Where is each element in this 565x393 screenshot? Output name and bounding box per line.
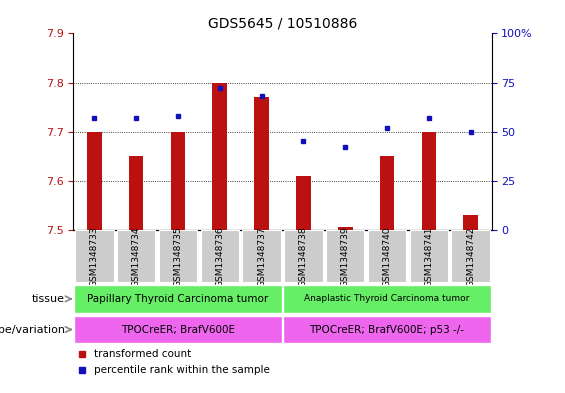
Text: TPOCreER; BrafV600E: TPOCreER; BrafV600E — [121, 325, 235, 334]
Bar — [74, 285, 282, 313]
Bar — [326, 230, 364, 283]
Text: percentile rank within the sample: percentile rank within the sample — [94, 365, 270, 375]
Bar — [296, 176, 311, 230]
Text: GSM1348738: GSM1348738 — [299, 226, 308, 287]
Text: genotype/variation: genotype/variation — [0, 325, 65, 334]
Text: TPOCreER; BrafV600E; p53 -/-: TPOCreER; BrafV600E; p53 -/- — [310, 325, 464, 334]
Bar — [284, 230, 323, 283]
Text: GSM1348736: GSM1348736 — [215, 226, 224, 287]
Bar — [451, 230, 490, 283]
Bar — [171, 132, 185, 230]
Bar — [421, 132, 436, 230]
Bar — [338, 228, 353, 230]
Bar — [254, 97, 269, 230]
Text: Papillary Thyroid Carcinoma tumor: Papillary Thyroid Carcinoma tumor — [88, 294, 268, 304]
Bar — [242, 230, 281, 283]
Bar — [74, 316, 282, 343]
Bar — [159, 230, 197, 283]
Text: GSM1348737: GSM1348737 — [257, 226, 266, 287]
Bar — [368, 230, 406, 283]
Text: GSM1348741: GSM1348741 — [424, 226, 433, 286]
Bar — [380, 156, 394, 230]
Text: GSM1348739: GSM1348739 — [341, 226, 350, 287]
Bar — [212, 83, 227, 230]
Text: GSM1348742: GSM1348742 — [466, 226, 475, 286]
Bar — [129, 156, 144, 230]
Bar — [283, 316, 491, 343]
Bar — [87, 132, 102, 230]
Text: Anaplastic Thyroid Carcinoma tumor: Anaplastic Thyroid Carcinoma tumor — [305, 294, 470, 303]
Bar — [410, 230, 448, 283]
Bar — [283, 285, 491, 313]
Text: GSM1348740: GSM1348740 — [383, 226, 392, 286]
Bar — [117, 230, 155, 283]
Text: GSM1348735: GSM1348735 — [173, 226, 182, 287]
Bar — [75, 230, 114, 283]
Bar — [463, 215, 478, 230]
Text: tissue: tissue — [32, 294, 65, 304]
Bar — [201, 230, 239, 283]
Title: GDS5645 / 10510886: GDS5645 / 10510886 — [208, 17, 357, 31]
Text: GSM1348734: GSM1348734 — [132, 226, 141, 286]
Text: transformed count: transformed count — [94, 349, 192, 359]
Text: GSM1348733: GSM1348733 — [90, 226, 99, 287]
